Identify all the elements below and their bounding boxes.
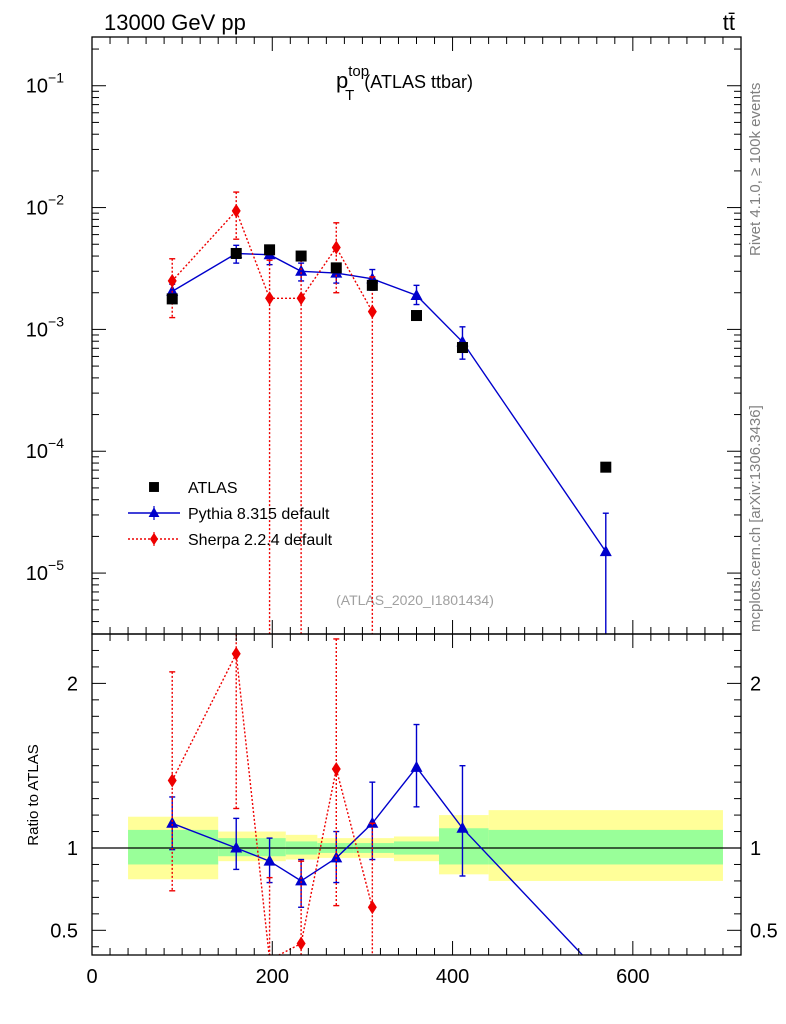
y-tick-label: 10−2: [26, 192, 64, 220]
ratio-y-tick-label-left: 1: [67, 838, 78, 860]
legend-label: Sherpa 2.2.4 default: [188, 532, 333, 549]
pythia-ratio-point: [366, 816, 379, 828]
sherpa-upper-line: [171, 209, 373, 312]
pythia-ratio-point: [456, 821, 469, 833]
ratio-y-tick-label-left: 0.5: [50, 920, 78, 942]
atlas-upper-point: [600, 461, 612, 473]
plot-title: ptop T(ATLAS ttbar): [336, 63, 473, 104]
sherpa-ratio-point: [167, 773, 177, 788]
pythia-upper-point: [166, 284, 179, 296]
pythia-ratio-point: [166, 816, 179, 828]
atlas-upper-point: [411, 310, 422, 322]
ratio-band-inner: [439, 828, 489, 865]
x-tick-label: 0: [86, 966, 97, 988]
ratio-band-inner: [488, 829, 723, 865]
sherpa-ratio-line: [171, 651, 373, 955]
pythia-ratio-point: [410, 760, 423, 772]
legend-item: Pythia 8.315 default: [128, 506, 330, 523]
sherpa-upper-point: [367, 304, 377, 319]
pythia-upper-point: [410, 288, 423, 300]
y-tick-label: 10−1: [26, 70, 64, 98]
legend-marker: [148, 507, 160, 518]
upper-panel: ptop T(ATLAS ttbar) (ATLAS_2020_I1801434)…: [26, 36, 742, 635]
legend-label: Pythia 8.315 default: [188, 506, 330, 523]
atlas-upper-point: [264, 244, 276, 256]
ratio-y-tick-label-right: 1: [750, 838, 761, 860]
legend-marker: [149, 482, 159, 492]
sherpa-upper-point: [231, 203, 241, 218]
ratio-band-inner: [128, 829, 219, 865]
pythia-ratio-point: [230, 841, 243, 853]
atlas-upper-point: [295, 250, 307, 262]
x-tick-label: 400: [436, 966, 469, 988]
pythia-ratio-point: [263, 854, 276, 866]
upper-data-area: [166, 191, 612, 634]
legend-marker: [149, 532, 159, 546]
sherpa-ratio-point: [367, 900, 377, 915]
y-tick-label: 10−5: [26, 557, 64, 585]
atlas-upper-point: [456, 342, 468, 354]
x-tick-label: 200: [256, 966, 289, 988]
sherpa-ratio-point: [231, 646, 241, 661]
sherpa-upper-point: [265, 291, 275, 306]
atlas-upper-point: [166, 293, 178, 305]
ratio-y-axis-label: Ratio to ATLAS: [25, 744, 42, 845]
sherpa-ratio-point: [331, 761, 341, 776]
pythia-ratio-point: [600, 973, 612, 984]
watermark: (ATLAS_2020_I1801434): [336, 592, 494, 608]
ratio-data-area: [92, 634, 741, 984]
ratio-panel: 0.5 0.5 1 1 2 2: [50, 633, 778, 984]
atlas-upper-point: [230, 247, 242, 259]
legend-item: ATLAS: [149, 480, 238, 497]
atlas-upper-point: [366, 279, 378, 291]
legend: ATLAS Pythia 8.315 default Sherpa 2.2.4 de…: [128, 480, 333, 549]
pythia-upper-point: [295, 264, 308, 276]
legend-label: ATLAS: [188, 480, 238, 497]
sherpa-upper-point: [296, 291, 306, 306]
legend-item: Sherpa 2.2.4 default: [128, 532, 333, 549]
sherpa-ratio-point: [296, 936, 306, 951]
pythia-upper-point: [599, 545, 612, 557]
atlas-upper-point: [330, 262, 342, 274]
ratio-y-tick-label-right: 0.5: [750, 920, 778, 942]
side-label-mcplots: mcplots.cern.ch [arXiv:1306.3436]: [747, 405, 764, 632]
ratio-y-tick-label-left: 2: [67, 673, 78, 695]
pythia-ratio-point: [295, 874, 308, 886]
y-tick-label: 10−3: [26, 313, 64, 341]
header-energy-label: 13000 GeV pp: [104, 10, 246, 35]
ratio-y-tick-label-right: 2: [750, 673, 761, 695]
x-tick-label: 600: [616, 966, 649, 988]
header-process-label: tt̄: [723, 10, 735, 35]
y-tick-label: 10−4: [26, 435, 64, 463]
sherpa-upper-point: [331, 240, 341, 255]
sherpa-upper-point: [167, 273, 177, 288]
side-label-rivet: Rivet 4.1.0, ≥ 100k events: [747, 83, 764, 256]
